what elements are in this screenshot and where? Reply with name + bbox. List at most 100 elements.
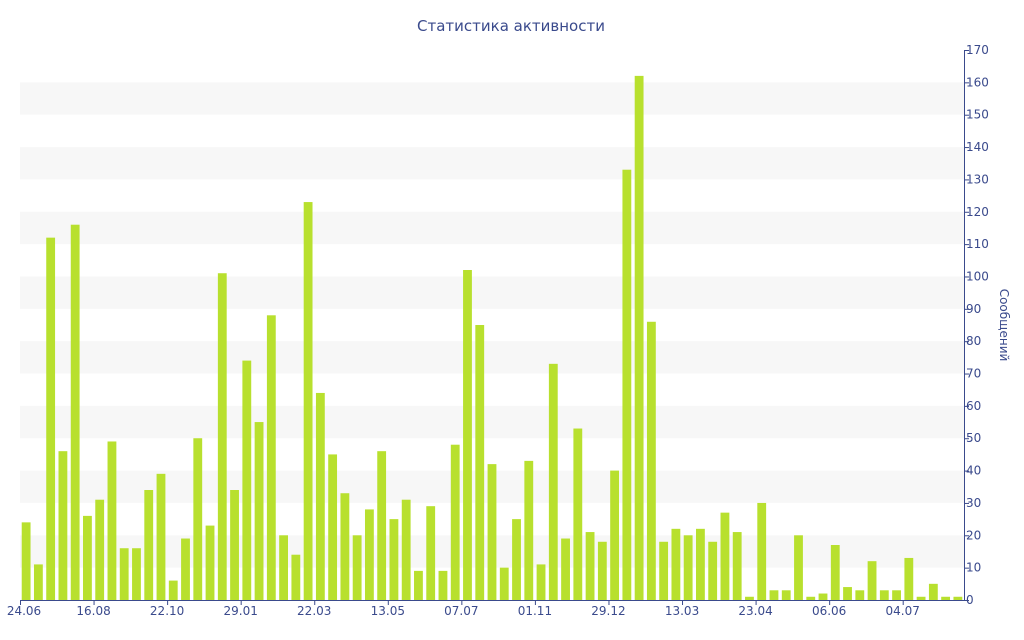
bar [389,519,399,600]
y-tick-label: 140 [966,140,989,154]
y-axis-label: Сообщений [997,289,1011,362]
bar [757,502,767,600]
bar [696,528,705,600]
x-tick-label: 29.12 [591,604,625,618]
y-tick-label: 100 [966,269,989,283]
bar [230,490,239,600]
bar [524,460,534,600]
bar [867,561,877,600]
bar [671,528,681,600]
bar [132,548,141,600]
bar [181,538,190,600]
bar [487,464,497,600]
bar [450,444,460,600]
bar [622,169,632,601]
bar [548,363,558,600]
bar [720,512,730,600]
bar [573,428,583,600]
x-tick-label: 16.08 [76,604,110,618]
bar [794,535,803,600]
bar [830,545,840,600]
grid-bands [20,82,964,568]
bar [21,522,31,600]
bar [217,273,227,600]
bar [585,532,595,600]
bar [364,509,374,600]
y-tick-label: 40 [966,464,981,478]
bar [426,506,436,600]
x-tick-label: 01.11 [518,604,552,618]
bars [21,75,963,601]
x-axis-ticks: 24.06 16.08 22.10 29.01 22.03 13.05 07.07 01.11… [7,600,920,618]
y-tick-label: 110 [966,237,989,251]
bar [438,570,448,600]
bar [659,541,669,600]
x-tick-label: 04.07 [886,604,920,618]
bar [340,493,350,600]
y-tick-label: 80 [966,334,981,348]
bar [377,451,387,600]
bar [769,590,779,600]
bar [536,564,546,600]
bar [352,535,362,600]
bar [242,360,252,600]
grid-band [20,276,964,309]
bar [512,519,521,600]
bar [58,451,68,600]
grid-band [20,147,964,180]
x-tick-label: 13.05 [371,604,405,618]
grid-band [20,341,964,374]
bar [401,499,411,600]
grid-band [20,211,964,245]
bar [414,570,423,600]
grid-band [20,405,964,439]
bar [597,541,607,600]
y-tick-label: 150 [966,108,989,122]
bar [70,224,80,601]
bar [732,532,742,600]
bar [781,590,791,600]
bar [610,470,620,600]
bar [634,75,644,601]
bar [315,392,325,600]
bar [95,499,105,600]
grid-band [20,82,964,115]
bar [745,596,754,600]
y-tick-label: 130 [966,172,989,186]
y-tick-label: 30 [966,496,981,510]
bar [156,473,166,600]
bar [904,557,914,600]
bar [843,587,852,600]
y-axis-ticks: 0 10 20 30 40 50 60 70 80 90 100 110 120 130 140 150 160… [964,43,989,607]
bar [266,315,276,600]
y-tick-label: 10 [966,561,981,575]
x-tick-label: 22.10 [150,604,184,618]
bar [291,554,301,600]
y-tick-label: 170 [966,43,989,57]
bar [83,515,92,600]
bar [119,548,129,600]
bar [855,590,865,600]
x-tick-label: 23.04 [738,604,772,618]
bar [303,202,313,600]
bar [561,538,570,600]
bar [953,596,963,600]
y-tick-label: 20 [966,528,981,542]
y-tick-label: 120 [966,205,989,219]
bar [475,325,485,600]
bar [107,441,117,600]
bar [205,525,215,600]
bar [806,596,816,600]
bar [463,270,472,600]
bar [892,590,901,600]
x-tick-label: 29.01 [223,604,257,618]
bar [279,535,288,600]
x-tick-label: 13.03 [665,604,699,618]
y-tick-label: 60 [966,399,981,413]
y-tick-label: 70 [966,367,981,381]
bar [499,567,509,600]
y-tick-label: 90 [966,302,981,316]
x-tick-label: 07.07 [444,604,478,618]
bar [916,596,926,600]
